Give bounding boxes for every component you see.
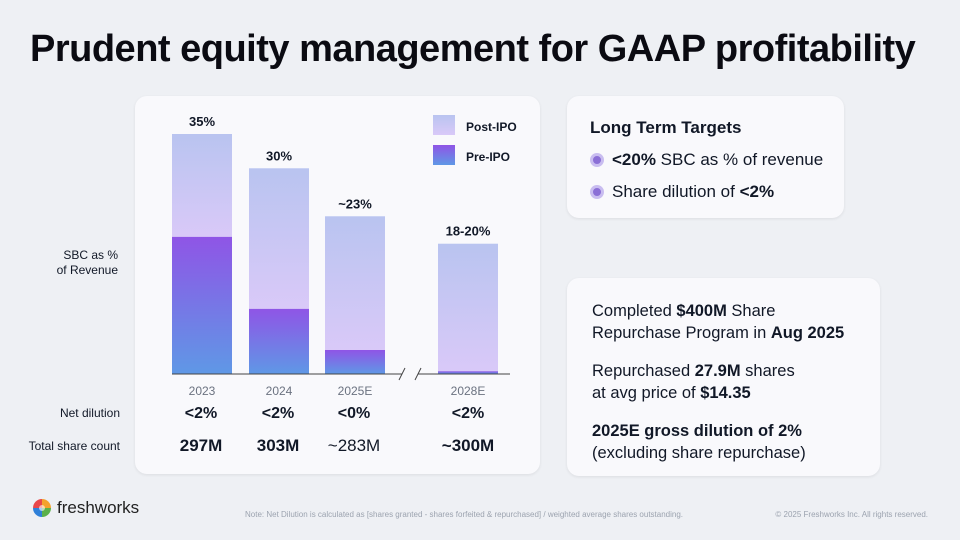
fact-date: Aug 2025 — [770, 324, 845, 342]
targets-card — [567, 96, 844, 218]
target-item-sbc: <20% SBC as % of revenue — [590, 150, 823, 170]
copyright: © 2025 Freshworks Inc. All rights reserv… — [775, 510, 928, 519]
share-count-2025e: ~283M — [327, 436, 381, 455]
fact-text: Completed — [592, 302, 677, 320]
share-count-2023: 297M — [179, 436, 223, 455]
net-dilution-label: Net dilution — [59, 406, 120, 420]
fact-price: $14.35 — [700, 384, 751, 402]
fact-text: shares — [740, 362, 795, 380]
net-dilution-2025e: <0% — [337, 405, 371, 422]
fact-repurchased-shares: Repurchased 27.9M shares at avg price of… — [592, 360, 795, 404]
fact-text: Share — [726, 302, 776, 320]
total-share-count-label: Total share count — [28, 439, 120, 453]
target-dilution-text: Share dilution of — [612, 182, 740, 201]
net-dilution-2028e: <2% — [451, 405, 485, 422]
fact-shares: 27.9M — [694, 362, 741, 380]
page-title: Prudent equity management for GAAP profi… — [30, 28, 916, 70]
freshworks-logo-icon — [33, 499, 51, 517]
y-axis-label-line2: of Revenue — [56, 263, 118, 277]
target-sbc-value: <20% — [612, 150, 656, 169]
share-count-2024: 303M — [256, 436, 300, 455]
fact-amount: $400M — [676, 302, 727, 320]
fact-gross-dilution: 2025E gross dilution of 2% (excluding sh… — [592, 420, 806, 464]
bullet-icon — [590, 185, 604, 199]
logo-text: freshworks — [57, 498, 140, 517]
target-sbc-text: SBC as % of revenue — [655, 150, 824, 169]
fact-gross-dilution-title: 2025E gross dilution of 2% — [592, 422, 802, 440]
y-axis-label: SBC as % of Revenue — [20, 248, 118, 278]
net-dilution-2023: <2% — [184, 405, 218, 422]
net-dilution-2024: <2% — [261, 405, 295, 422]
fact-text: Repurchased — [592, 362, 695, 380]
target-item-dilution: Share dilution of <2% — [590, 182, 774, 202]
freshworks-logo: freshworks — [32, 498, 139, 518]
footnote: Note: Net Dilution is calculated as [sha… — [245, 510, 684, 519]
share-count-2028e: ~300M — [441, 436, 495, 455]
facts-card — [567, 278, 880, 476]
fact-text: Repurchase Program in — [592, 324, 771, 342]
fact-text: at avg price of — [592, 384, 701, 402]
fact-gross-dilution-note: (excluding share repurchase) — [592, 444, 806, 462]
y-axis-label-line1: SBC as % — [63, 248, 118, 262]
targets-title: Long Term Targets — [590, 118, 742, 137]
fact-repurchase-program: Completed $400M Share Repurchase Program… — [592, 300, 844, 344]
bullet-icon — [590, 153, 604, 167]
target-dilution-value: <2% — [739, 182, 775, 201]
